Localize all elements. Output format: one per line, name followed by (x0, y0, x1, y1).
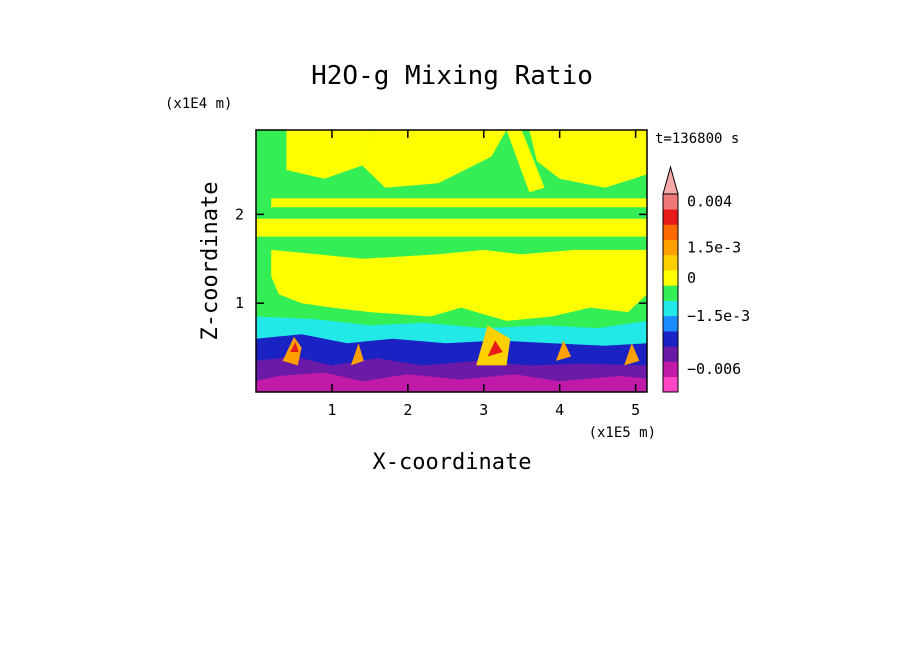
x-tick-label: 4 (555, 401, 564, 419)
contour-region-moist-plume-1-core (290, 342, 299, 352)
colorbar-segment (663, 224, 678, 240)
colorbar-label: −0.006 (687, 360, 741, 378)
colorbar-segment (663, 376, 678, 393)
colorbar-segment (663, 239, 678, 256)
y-tick-label: 1 (235, 294, 244, 312)
x-tick-label: 5 (631, 401, 640, 419)
contour-region-yellow-band-21 (271, 198, 647, 208)
colorbar-label: −1.5e-3 (687, 307, 750, 325)
colorbar-segment (663, 209, 678, 225)
colorbar: 0.004 1.5e-3 0 −1.5e-3 −0.006 (662, 165, 750, 393)
y-scale-label: (x1E4 m) (165, 96, 232, 112)
colorbar-label: 0 (687, 269, 696, 287)
plot-area (256, 130, 647, 392)
x-tick-label: 3 (479, 401, 488, 419)
x-axis: 1 2 3 4 5 (327, 130, 640, 419)
colorbar-frame (662, 193, 679, 393)
colorbar-segment (663, 285, 678, 301)
y-axis-label: Z-coordinate (198, 182, 223, 341)
colorbar-segment (663, 346, 678, 362)
x-tick-label: 2 (403, 401, 412, 419)
plot-frame (255, 129, 648, 393)
x-axis-label: X-coordinate (373, 450, 532, 475)
colorbar-segment (663, 194, 678, 210)
colorbar-segment (663, 361, 678, 378)
colorbar-segment (663, 270, 678, 286)
contour-region-main-yellow-layer (271, 249, 647, 321)
colorbar-segment (663, 254, 678, 271)
colorbar-segment (663, 331, 678, 347)
contour-region-upper-yellow-band-center (362, 130, 507, 188)
colorbar-segment (663, 315, 678, 332)
y-axis: 12 (235, 205, 647, 312)
colorbar-segment (663, 300, 678, 317)
contour-region-moist-plume-4 (555, 340, 572, 361)
contour-region-upper-yellow-streak (506, 130, 545, 193)
colorbar-label: 1.5e-3 (687, 238, 741, 256)
colorbar-arrow (662, 165, 679, 195)
y-tick-label: 2 (235, 205, 244, 223)
colorbar-label: 0.004 (687, 193, 732, 211)
time-label: t=136800 s (655, 131, 739, 147)
contour-region-moist-plume-2 (350, 343, 364, 366)
x-tick-label: 1 (327, 401, 336, 419)
contour-region-upper-yellow-band-left (286, 130, 370, 179)
x-scale-label: (x1E5 m) (589, 425, 656, 441)
contour-region-upper-yellow-band-right (529, 130, 647, 188)
chart-title: H2O-g Mixing Ratio (311, 61, 593, 91)
contour-region-magenta-bottom-patches (256, 372, 647, 392)
contour-region-moist-plume-5 (624, 343, 640, 366)
contour-region-moist-plume-3-core (487, 340, 503, 357)
contour-region-yellow-band-18 (256, 218, 647, 237)
